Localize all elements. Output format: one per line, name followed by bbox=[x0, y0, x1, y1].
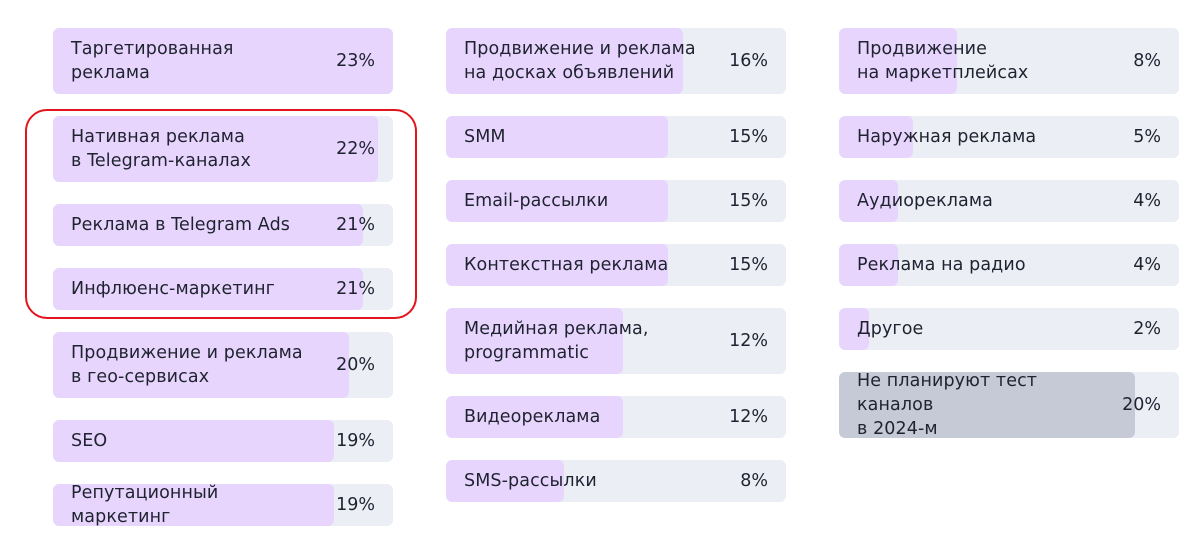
bar-label: Наружная реклама bbox=[857, 127, 1037, 147]
bar-label: Реклама в Telegram Ads bbox=[71, 215, 291, 235]
bar-label: Реклама на радио bbox=[857, 255, 1026, 275]
bar-row: Реклама в Telegram Ads 21% bbox=[53, 204, 393, 246]
bar-label: Не планируют тест каналов в 2024-м bbox=[857, 372, 1038, 438]
bar-fill bbox=[53, 204, 363, 246]
bar-value: 21% bbox=[336, 215, 375, 235]
bar-label: Нативная реклама в Telegram-каналах bbox=[71, 127, 251, 171]
bar-value: 20% bbox=[1122, 395, 1161, 415]
bar-fill bbox=[446, 28, 683, 94]
bar-row: Медийная реклама, programmatic 12% bbox=[446, 308, 786, 374]
bar-row: Email-рассылки 15% bbox=[446, 180, 786, 222]
bar-row: SMM 15% bbox=[446, 116, 786, 158]
bar-label: Таргетированная реклама bbox=[71, 39, 234, 83]
bar-row: Таргетированная реклама 23% bbox=[53, 28, 393, 94]
bar-row: SMS-рассылки 8% bbox=[446, 460, 786, 502]
bar-fill bbox=[446, 116, 668, 158]
bar-label: Продвижение на маркетплейсах bbox=[857, 39, 1029, 83]
bar-label: Видеореклама bbox=[464, 407, 601, 427]
bar-value: 4% bbox=[1133, 255, 1161, 275]
bar-fill bbox=[839, 308, 869, 350]
bar-label: SEO bbox=[71, 431, 108, 451]
bar-label: Email-рассылки bbox=[464, 191, 609, 211]
bar-fill bbox=[53, 28, 393, 94]
bar-label: Аудиореклама bbox=[857, 191, 993, 211]
bar-row: Репутационный маркетинг 19% bbox=[53, 484, 393, 526]
bar-fill bbox=[839, 28, 957, 94]
bar-row: Продвижение на маркетплейсах 8% bbox=[839, 28, 1179, 94]
bar-value: 22% bbox=[336, 139, 375, 159]
bar-fill bbox=[446, 244, 668, 286]
bar-fill bbox=[446, 308, 623, 374]
bar-fill bbox=[446, 396, 623, 438]
bar-value: 15% bbox=[729, 255, 768, 275]
bar-fill bbox=[839, 116, 913, 158]
bar-fill bbox=[53, 332, 349, 398]
bar-value: 15% bbox=[729, 127, 768, 147]
bar-row: SEO 19% bbox=[53, 420, 393, 462]
bar-row: Продвижение и реклама на досках объявлен… bbox=[446, 28, 786, 94]
bar-row: Аудиореклама 4% bbox=[839, 180, 1179, 222]
bar-label: Продвижение и реклама на досках объявлен… bbox=[464, 39, 696, 83]
bar-label: Репутационный маркетинг bbox=[71, 484, 219, 526]
bar-value: 12% bbox=[729, 331, 768, 351]
bar-fill bbox=[53, 484, 334, 526]
bar-fill bbox=[839, 180, 898, 222]
bar-row: Продвижение и реклама в гео-сервисах 20% bbox=[53, 332, 393, 398]
bar-value: 19% bbox=[336, 431, 375, 451]
bar-row: Наружная реклама 5% bbox=[839, 116, 1179, 158]
bar-label: Медийная реклама, programmatic bbox=[464, 319, 649, 363]
bar-label: Контекстная реклама bbox=[464, 255, 669, 275]
bar-fill bbox=[839, 372, 1135, 438]
bar-value: 15% bbox=[729, 191, 768, 211]
bar-label: Другое bbox=[857, 319, 924, 339]
bar-label: SMM bbox=[464, 127, 506, 147]
bar-fill bbox=[53, 420, 334, 462]
bar-value: 21% bbox=[336, 279, 375, 299]
bar-fill bbox=[446, 460, 564, 502]
bar-value: 2% bbox=[1133, 319, 1161, 339]
bar-label: SMS-рассылки bbox=[464, 471, 597, 491]
bar-label: Инфлюенс-маркетинг bbox=[71, 279, 275, 299]
bar-fill bbox=[53, 268, 363, 310]
bar-row: Не планируют тест каналов в 2024-м 20% bbox=[839, 372, 1179, 438]
bar-row: Инфлюенс-маркетинг 21% bbox=[53, 268, 393, 310]
bar-row: Контекстная реклама 15% bbox=[446, 244, 786, 286]
bar-fill bbox=[53, 116, 378, 182]
bar-value: 8% bbox=[740, 471, 768, 491]
bar-value: 8% bbox=[1133, 51, 1161, 71]
bar-value: 16% bbox=[729, 51, 768, 71]
bar-row: Нативная реклама в Telegram-каналах 22% bbox=[53, 116, 393, 182]
bar-value: 23% bbox=[336, 51, 375, 71]
bar-value: 20% bbox=[336, 355, 375, 375]
bar-label: Продвижение и реклама в гео-сервисах bbox=[71, 343, 303, 387]
bar-fill bbox=[839, 244, 898, 286]
bar-value: 12% bbox=[729, 407, 768, 427]
bar-row: Видеореклама 12% bbox=[446, 396, 786, 438]
bar-value: 5% bbox=[1133, 127, 1161, 147]
bar-value: 4% bbox=[1133, 191, 1161, 211]
bar-fill bbox=[446, 180, 668, 222]
bar-row: Другое 2% bbox=[839, 308, 1179, 350]
bar-value: 19% bbox=[336, 495, 375, 515]
bar-row: Реклама на радио 4% bbox=[839, 244, 1179, 286]
